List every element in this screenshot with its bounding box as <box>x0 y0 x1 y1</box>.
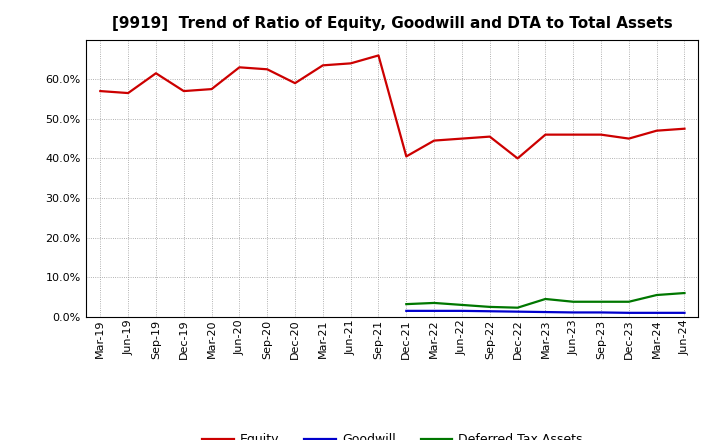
Equity <box>263 66 271 72</box>
Equity <box>318 62 327 68</box>
Line: Goodwill: Goodwill <box>406 311 685 313</box>
Goodwill <box>513 309 522 314</box>
Equity <box>485 134 494 139</box>
Equity <box>96 88 104 94</box>
Deferred Tax Assets <box>541 297 550 302</box>
Goodwill <box>569 310 577 315</box>
Equity <box>652 128 661 133</box>
Equity <box>513 156 522 161</box>
Goodwill <box>597 310 606 315</box>
Equity <box>179 88 188 94</box>
Deferred Tax Assets <box>485 304 494 310</box>
Deferred Tax Assets <box>652 292 661 297</box>
Goodwill <box>541 309 550 315</box>
Deferred Tax Assets <box>402 301 410 307</box>
Equity <box>402 154 410 159</box>
Deferred Tax Assets <box>680 290 689 296</box>
Equity <box>541 132 550 137</box>
Equity <box>624 136 633 141</box>
Goodwill <box>458 308 467 313</box>
Equity <box>346 61 355 66</box>
Equity <box>152 70 161 76</box>
Goodwill <box>624 310 633 315</box>
Equity <box>569 132 577 137</box>
Equity <box>207 86 216 92</box>
Legend: Equity, Goodwill, Deferred Tax Assets: Equity, Goodwill, Deferred Tax Assets <box>197 429 588 440</box>
Goodwill <box>652 310 661 315</box>
Equity <box>124 90 132 95</box>
Goodwill <box>485 308 494 314</box>
Equity <box>458 136 467 141</box>
Line: Deferred Tax Assets: Deferred Tax Assets <box>406 293 685 308</box>
Line: Equity: Equity <box>100 55 685 158</box>
Deferred Tax Assets <box>458 302 467 308</box>
Deferred Tax Assets <box>569 299 577 304</box>
Equity <box>374 53 383 58</box>
Equity <box>430 138 438 143</box>
Deferred Tax Assets <box>597 299 606 304</box>
Equity <box>680 126 689 131</box>
Equity <box>235 65 243 70</box>
Goodwill <box>430 308 438 313</box>
Deferred Tax Assets <box>513 305 522 310</box>
Deferred Tax Assets <box>430 300 438 305</box>
Equity <box>597 132 606 137</box>
Title: [9919]  Trend of Ratio of Equity, Goodwill and DTA to Total Assets: [9919] Trend of Ratio of Equity, Goodwil… <box>112 16 672 32</box>
Goodwill <box>680 310 689 315</box>
Goodwill <box>402 308 410 313</box>
Deferred Tax Assets <box>624 299 633 304</box>
Equity <box>291 81 300 86</box>
